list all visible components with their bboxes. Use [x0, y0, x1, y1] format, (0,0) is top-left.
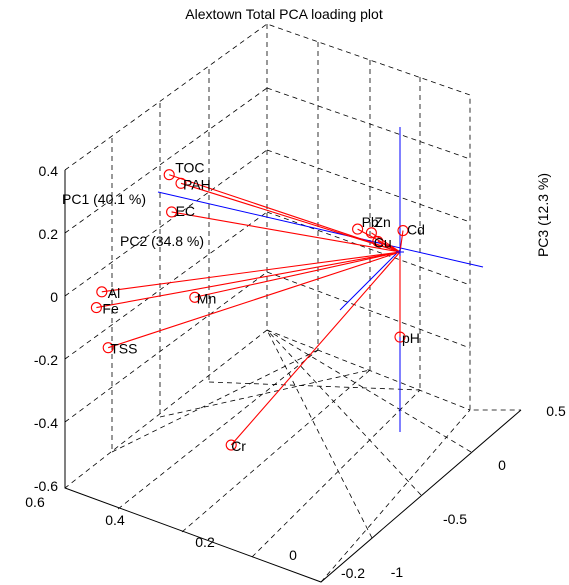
label-cd: Cd: [407, 222, 425, 238]
x-tick-0.5: 0.5: [546, 403, 566, 419]
label-tss: TSS: [110, 341, 137, 357]
point-cd: [397, 224, 409, 237]
y-tick-0.6: 0.6: [25, 494, 45, 510]
vector-cu: [377, 240, 401, 253]
point-cr: [225, 439, 237, 451]
label-fe: Fe: [102, 301, 119, 317]
label-ph: pH: [402, 330, 420, 346]
label-cr: Cr: [231, 438, 246, 454]
vector-pah: [180, 182, 401, 253]
pc2-axis-line: [339, 249, 401, 311]
origin-marker: [396, 248, 404, 256]
label-ec: EC: [176, 203, 195, 219]
axis-ticks: 0.4 0.2 0 -0.2 -0.4 -0.6 0.6 0.4 0.2 0 -…: [25, 163, 566, 581]
label-cu: Cu: [374, 234, 392, 250]
x-tick-0: 0: [498, 457, 506, 473]
vector-zn: [371, 232, 401, 253]
grid-lines: [64, 42, 472, 583]
point-al: [96, 286, 108, 298]
point-mn: [189, 291, 201, 303]
point-ph: [394, 331, 406, 343]
z-tick-5: -0.6: [34, 478, 58, 494]
vector-tss: [108, 251, 401, 349]
vector-al: [101, 251, 401, 293]
y-tick-0.2: 0.2: [195, 534, 215, 550]
y-axis-label: PC2 (34.8 %): [120, 233, 204, 249]
z-tick-2: 0: [50, 289, 58, 305]
point-toc: [163, 169, 175, 181]
x-tick--1: -1: [391, 564, 404, 580]
label-al: Al: [108, 285, 120, 301]
point-pah: [175, 177, 187, 189]
pc1-axis-line: [157, 191, 484, 268]
loading-vectors: [96, 174, 404, 446]
x-axis-label: PC1 (40.1 %): [62, 191, 146, 207]
z-tick-3: -0.2: [34, 352, 58, 368]
vector-mn: [194, 251, 401, 298]
z-tick-1: 0.2: [39, 226, 59, 242]
chart-title: Alextown Total PCA loading plot: [185, 6, 383, 22]
z-tick-4: -0.4: [34, 415, 58, 431]
vector-ec: [171, 211, 401, 253]
vector-toc: [169, 174, 401, 253]
frame-back: [64, 23, 522, 583]
label-pb: Pb: [362, 214, 379, 230]
vector-fe: [96, 251, 401, 309]
label-pah: PAH: [183, 176, 211, 192]
y-tick-0: 0: [289, 547, 297, 563]
point-fe: [90, 302, 102, 314]
point-zn: [365, 227, 377, 239]
x-tick--0.5: -0.5: [443, 511, 467, 527]
vector-cr: [230, 251, 401, 446]
y-tick-0.4: 0.4: [105, 512, 125, 528]
point-cu: [372, 235, 384, 247]
z-axis-label: PC3 (12.3 %): [535, 173, 551, 257]
label-zn: Zn: [374, 214, 390, 230]
y-tick--0.2: -0.2: [341, 565, 365, 581]
point-pb: [352, 223, 364, 235]
label-mn: Mn: [197, 290, 216, 306]
label-toc: TOC: [175, 160, 204, 176]
z-tick-0: 0.4: [39, 163, 59, 179]
point-tss: [102, 342, 114, 354]
point-ec: [166, 206, 178, 218]
